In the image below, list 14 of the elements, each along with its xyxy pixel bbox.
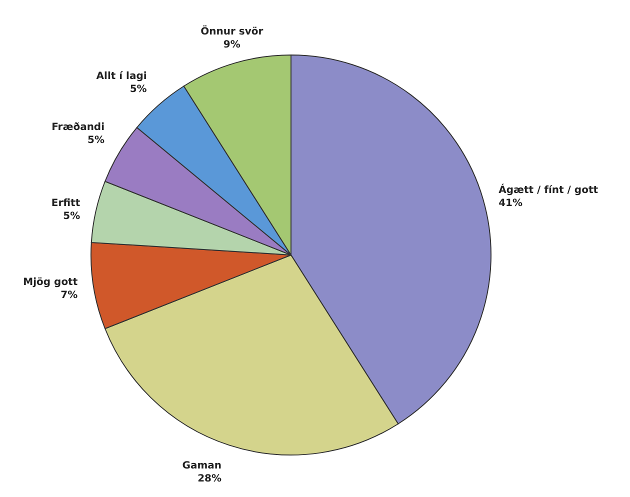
data-label: 5%	[88, 135, 105, 146]
slice-label: Allt í lagi	[96, 70, 147, 82]
data-label: 7%	[60, 290, 78, 302]
data-label: 41%	[498, 198, 523, 209]
slice-label: Önnur svör	[200, 24, 264, 38]
data-label: 5%	[63, 210, 80, 222]
slice-label: Mjög gott	[23, 277, 78, 288]
slice-label: Erfitt	[51, 198, 80, 209]
data-label: 5%	[130, 84, 147, 95]
data-label: 9%	[223, 39, 240, 50]
slice-label: Gaman	[182, 460, 222, 472]
slice-label: Ágætt / fínt / gott	[498, 182, 598, 196]
data-label: 28%	[198, 474, 222, 485]
slice-label: Fræðandi	[52, 122, 105, 134]
